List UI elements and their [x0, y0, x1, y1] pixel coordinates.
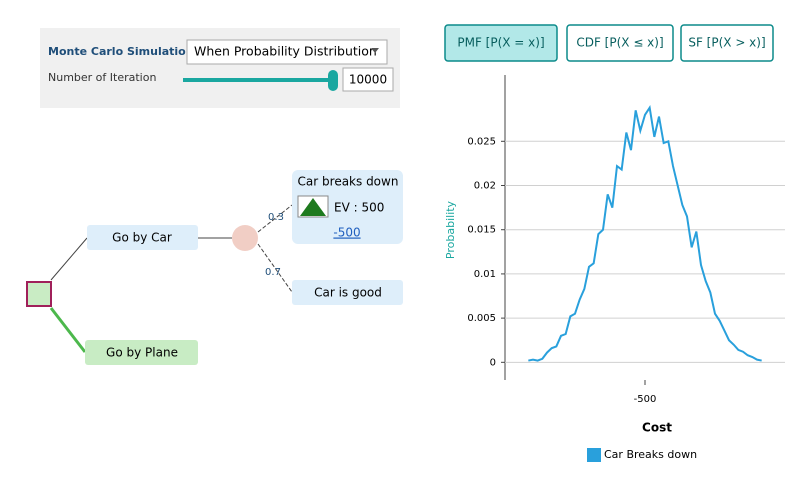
slider-thumb[interactable]: [328, 70, 338, 91]
x-tick-label: -500: [634, 394, 657, 405]
option-box[interactable]: [85, 340, 198, 365]
outcome-label: Car breaks down: [298, 175, 399, 189]
pmf-button[interactable]: [444, 24, 558, 62]
y-axis-title: Probability: [444, 200, 457, 259]
option-label: Go by Car: [112, 231, 172, 245]
dropdown-text: When Probability Distribution: [194, 44, 377, 59]
probability: 0.3: [268, 212, 284, 223]
y-tick-label: 0.015: [467, 225, 496, 236]
option-label: Go by Plane: [106, 346, 178, 360]
outcome-label: Car is good: [314, 286, 382, 300]
y-tick-label: 0.025: [467, 136, 496, 147]
option-box[interactable]: [87, 225, 198, 250]
cdf-label: CDF [P(X ≤ x)]: [576, 36, 663, 50]
iteration-label: Number of Iteration: [48, 71, 156, 84]
legend-swatch: [587, 448, 601, 462]
probability: 0.7: [265, 267, 281, 278]
dist-icon-shape: [300, 198, 326, 216]
y-tick-label: 0.005: [467, 313, 496, 324]
cdf-button[interactable]: [566, 24, 674, 62]
outcome-box[interactable]: [292, 280, 403, 305]
edge: [257, 243, 293, 293]
dropdown-arrow: [371, 48, 379, 53]
sf-button[interactable]: [680, 24, 774, 62]
dropdown[interactable]: [186, 39, 388, 65]
y-tick-label: 0.02: [474, 181, 496, 192]
sim-label: Monte Carlo Simulation: [48, 45, 194, 58]
edge: [257, 204, 293, 233]
sf-label: SF [P(X > x)]: [688, 36, 765, 50]
payoff[interactable]: -500: [333, 226, 360, 240]
edge: [50, 237, 88, 281]
edge-selected: [49, 307, 87, 353]
legend-label: Car Breaks down: [604, 448, 697, 461]
outcome-box[interactable]: [292, 170, 403, 244]
chance-node[interactable]: [232, 225, 258, 251]
pmf-label: PMF [P(X = x)]: [457, 36, 544, 50]
y-tick-label: 0.01: [474, 269, 496, 280]
y-tick-label: 0: [490, 357, 496, 368]
decision-node[interactable]: [26, 281, 52, 307]
iteration-input[interactable]: [342, 67, 394, 92]
x-axis-title: Cost: [642, 421, 672, 435]
data-line: [528, 105, 762, 362]
ev-label: EV : 500: [334, 201, 384, 215]
iteration-value: 10000: [349, 73, 387, 87]
